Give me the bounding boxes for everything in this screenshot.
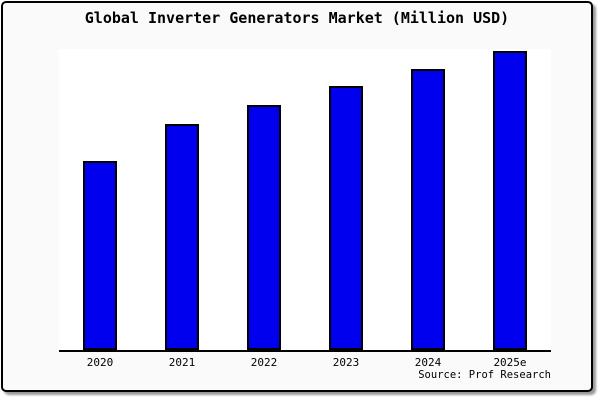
bar-2023: [329, 86, 363, 350]
bar-slot-2023: [305, 49, 387, 350]
bar-slot-2025e: [469, 49, 551, 350]
x-tick-label-2025e: 2025e: [493, 356, 527, 369]
x-tick-label-2022: 2022: [250, 356, 278, 369]
bar-slot-2022: [223, 49, 305, 350]
chart-card: Global Inverter Generators Market (Milli…: [1, 1, 593, 392]
source-credit: Source: Prof Research: [418, 369, 551, 381]
x-tick-label-2024: 2024: [414, 356, 442, 369]
bar-2021: [165, 124, 199, 350]
plot-area: [59, 49, 551, 352]
bar-slot-2021: [141, 49, 223, 350]
chart-title: Global Inverter Generators Market (Milli…: [84, 9, 510, 27]
bar-slot-2020: [59, 49, 141, 350]
bar-2022: [247, 105, 281, 350]
x-tick-label-2023: 2023: [332, 356, 360, 369]
bar-2025e: [493, 51, 527, 350]
x-tick-label-2020: 2020: [86, 356, 114, 369]
bar-2024: [411, 69, 445, 350]
x-axis-labels: 2020 2021 2022 2023 2024 2025e: [59, 356, 551, 370]
x-tick-label-2021: 2021: [168, 356, 196, 369]
bar-series: [59, 49, 551, 350]
bar-2020: [83, 161, 117, 350]
bar-slot-2024: [387, 49, 469, 350]
